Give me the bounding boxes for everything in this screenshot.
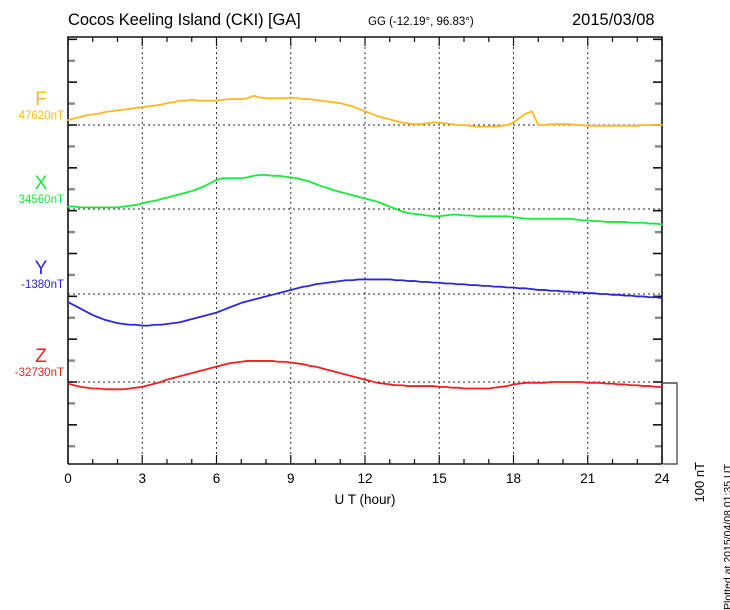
plot-frame <box>67 36 663 464</box>
x-tick-label: 9 <box>286 471 295 486</box>
x-tick-label: 3 <box>138 471 146 486</box>
component-baseline-y: -1380nT <box>21 279 64 291</box>
component-baseline-x: 34560nT <box>18 194 64 206</box>
x-tick-label: 12 <box>357 471 373 486</box>
component-symbol-x: X <box>34 173 48 194</box>
magnetogram-plot <box>67 36 678 465</box>
component-symbol-f: F <box>35 89 47 110</box>
x-axis-title: U T (hour) <box>334 492 396 507</box>
x-tick-label: 21 <box>580 471 596 486</box>
trace-f <box>67 94 663 128</box>
page-title: Cocos Keeling Island (CKI) [GA] <box>68 11 301 29</box>
magnetogram-page: Cocos Keeling Island (CKI) [GA] GG (-12.… <box>14 11 730 610</box>
x-tick-label: 6 <box>212 471 221 486</box>
observation-date: 2015/03/08 <box>572 11 655 29</box>
trace-y <box>67 278 663 327</box>
component-baseline-z: -32730nT <box>14 367 64 379</box>
trace-x <box>67 174 663 226</box>
x-tick-label: 15 <box>431 471 447 486</box>
component-symbol-z: Z <box>35 346 47 367</box>
component-symbol-y: Y <box>34 258 48 279</box>
component-baseline-f: 47620nT <box>18 110 64 122</box>
geographic-coordinates: GG (-12.19°, 96.83°) <box>368 16 474 28</box>
x-tick-label: 18 <box>505 471 522 486</box>
scale-bar <box>663 382 678 465</box>
trace-z <box>67 360 663 391</box>
plotted-timestamp: Plotted at 2015/04/08 01:35 UT <box>722 464 730 610</box>
x-tick-label: 24 <box>654 471 670 486</box>
x-tick-label: 0 <box>64 471 72 486</box>
scale-bar-label: 100 nT <box>692 462 707 503</box>
